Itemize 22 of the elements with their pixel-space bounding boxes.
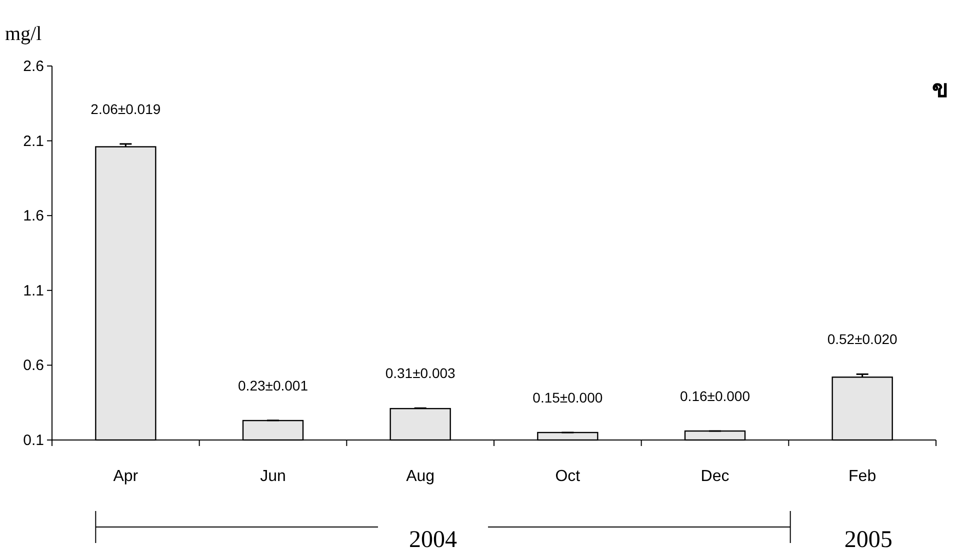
y-tick-label: 2.6 xyxy=(23,58,44,75)
y-tick-label: 2.1 xyxy=(23,132,44,150)
data-label: 0.52±0.020 xyxy=(827,331,898,348)
x-tick-label: Aug xyxy=(406,468,435,485)
annotation: ข xyxy=(932,74,948,103)
y-axis-title: mg/l xyxy=(5,23,42,45)
y-tick-label: 1.1 xyxy=(23,282,44,300)
x-tick-label: Oct xyxy=(555,468,581,485)
x-tick-label: Dec xyxy=(700,468,730,485)
data-label: 0.23±0.001 xyxy=(238,377,308,394)
data-label: 2.06±0.019 xyxy=(90,100,161,117)
x-tick-label: Apr xyxy=(113,468,139,485)
x-tick-label: Jun xyxy=(260,468,286,485)
data-label: 0.16±0.000 xyxy=(680,388,750,404)
y-tick-label: 1.6 xyxy=(23,208,44,225)
text: 2004 xyxy=(409,527,457,553)
y-tick-label: 0.1 xyxy=(23,432,44,449)
data-label: 0.15±0.000 xyxy=(532,390,603,406)
data-label: 0.31±0.003 xyxy=(385,365,456,382)
text: 2005 xyxy=(844,527,892,553)
y-tick-label: 0.6 xyxy=(23,357,44,374)
x-tick-label: Feb xyxy=(848,468,876,485)
